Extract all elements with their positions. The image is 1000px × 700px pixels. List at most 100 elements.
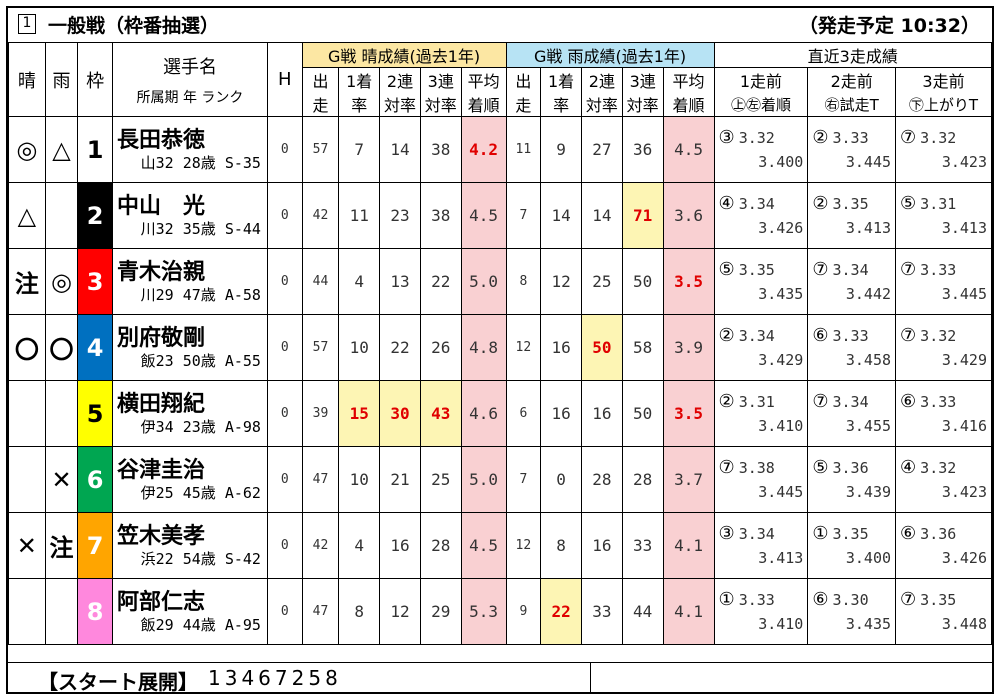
col-waku: 枠 xyxy=(77,42,113,117)
rider-meta: 山32 28歳 S-35 xyxy=(140,153,261,172)
handicap: 0 xyxy=(266,380,303,447)
trial-time: 3.30 xyxy=(832,590,869,609)
rain-stat-2: 28 xyxy=(580,446,623,513)
recent-sub-1: ㊤㊧着順 xyxy=(713,92,809,117)
recent-top: ② 3.35 xyxy=(812,192,891,216)
rider-meta: 飯23 50歳 A-55 xyxy=(140,351,261,370)
finish-position: ⑦ xyxy=(812,258,829,280)
sun-stat-1: 7 xyxy=(338,116,381,183)
recent-race-1: ⑤ 3.35 3.435 xyxy=(713,248,809,315)
recent-top: ⑦ 3.33 xyxy=(900,258,987,282)
sun-stat-2: 13 xyxy=(379,248,421,315)
recent-race-3: ⑤ 3.31 3.413 xyxy=(895,182,992,249)
finish-position: ⑥ xyxy=(900,522,917,544)
trial-time: 3.32 xyxy=(920,128,957,147)
trial-time: 3.33 xyxy=(920,260,957,279)
sun-mark xyxy=(8,380,46,447)
sun-stat-4: 4.5 xyxy=(460,512,507,579)
final-time: 3.429 xyxy=(758,350,804,369)
finish-position: ② xyxy=(718,324,735,346)
final-time: 3.400 xyxy=(758,152,804,171)
sun-mark: ✕ xyxy=(8,512,46,579)
rain-stat-1: 14 xyxy=(540,182,582,249)
rider-name-cell: 阿部仁志 飯29 44歳 A-95 xyxy=(111,578,268,645)
rain-stat-4: 4.1 xyxy=(662,512,715,579)
recent-top: ③ 3.34 xyxy=(719,522,804,546)
rain-mark xyxy=(44,380,79,447)
rain-col-w3a: 3連 xyxy=(621,67,664,92)
rain-stat-1: 8 xyxy=(540,512,582,579)
table-row: ✕ 注 7 笠木美孝 浜22 54歳 S-42 0 42 4 16 28 4.5 12 8 16 33 4.1… xyxy=(8,512,992,579)
finish-position: ⑦ xyxy=(718,456,735,478)
final-time: 3.429 xyxy=(941,350,987,369)
rider-table: 晴 雨 枠 選手名 所属期 年 ランク H G戦 晴成績(過去1年) G戦 雨成… xyxy=(8,42,993,645)
rain-stat-0: 11 xyxy=(505,116,542,183)
rain-mark: 〇 xyxy=(44,314,79,381)
sun-stat-1: 4 xyxy=(338,512,381,579)
recent-race-1: ① 3.33 3.410 xyxy=(713,578,809,645)
trial-time: 3.35 xyxy=(832,524,869,543)
final-time: 3.445 xyxy=(845,152,892,171)
recent-race-3: ⑦ 3.35 3.448 xyxy=(895,578,992,645)
sun-mark xyxy=(8,578,46,645)
rain-mark: ✕ xyxy=(44,446,79,513)
trial-time: 3.35 xyxy=(920,590,957,609)
rain-stat-4: 3.5 xyxy=(662,380,715,447)
final-time: 3.413 xyxy=(845,218,892,237)
sun-col-w1a: 1着 xyxy=(338,67,381,92)
final-time: 3.426 xyxy=(758,218,804,237)
recent-race-1: ② 3.34 3.429 xyxy=(713,314,809,381)
recent-top: ⑥ 3.36 xyxy=(900,522,987,546)
rain-stat-3: 28 xyxy=(621,446,664,513)
rain-stat-2: 50 xyxy=(580,314,623,381)
sun-stat-2: 16 xyxy=(379,512,421,579)
finish-position: ③ xyxy=(718,126,735,148)
rider-meta: 飯29 44歳 A-95 xyxy=(140,615,261,634)
sun-stat-1: 8 xyxy=(338,578,381,645)
sun-stat-3: 22 xyxy=(419,248,462,315)
sun-col-avgb: 着順 xyxy=(460,92,507,117)
waku-number: 1 xyxy=(77,116,113,183)
col-sun: 晴 xyxy=(8,42,46,117)
trial-time: 3.32 xyxy=(920,326,957,345)
sun-stat-0: 44 xyxy=(301,248,340,315)
rider-name-cell: 長田恭徳 山32 28歳 S-35 xyxy=(111,116,268,183)
sun-mark: 注 xyxy=(8,248,46,315)
waku-number: 5 xyxy=(77,380,113,447)
sun-stat-3: 38 xyxy=(419,116,462,183)
recent-race-3: ④ 3.32 3.423 xyxy=(895,446,992,513)
finish-position: ⑦ xyxy=(812,390,829,412)
rider-name-cell: 青木治親 川29 47歳 A-58 xyxy=(111,248,268,315)
rain-stat-0: 9 xyxy=(505,578,542,645)
sun-stat-0: 47 xyxy=(301,578,340,645)
recent-top: ⑤ 3.31 xyxy=(900,192,987,216)
recent-top: ② 3.33 xyxy=(812,126,891,150)
sun-stat-1: 10 xyxy=(338,446,381,513)
recent-race-3: ⑦ 3.32 3.429 xyxy=(895,314,992,381)
rain-stat-2: 25 xyxy=(580,248,623,315)
final-time: 3.435 xyxy=(845,614,892,633)
rain-col-avga: 平均 xyxy=(662,67,715,92)
rain-stat-0: 12 xyxy=(505,512,542,579)
finish-position: ⑦ xyxy=(900,588,917,610)
sun-stat-3: 38 xyxy=(419,182,462,249)
sun-stat-4: 5.0 xyxy=(460,248,507,315)
finish-position: ② xyxy=(812,126,829,148)
table-row: ✕ 6 谷津圭治 伊25 45歳 A-62 0 47 10 21 25 5.0 7 0 28 28 3.7 ⑦… xyxy=(8,446,992,513)
rider-name-cell: 笠木美孝 浜22 54歳 S-42 xyxy=(111,512,268,579)
rain-stat-3: 58 xyxy=(621,314,664,381)
rain-stat-1: 9 xyxy=(540,116,582,183)
sun-col-w3a: 3連 xyxy=(419,67,462,92)
rain-mark: △ xyxy=(44,116,79,183)
race-card: 1 一般戦（枠番抽選） （発走予定 10:32） 晴 雨 枠 選手名 所属期 年… xyxy=(6,6,994,694)
table-row: 〇〇 4 別府敬剛 飯23 50歳 A-55 0 57 10 22 26 4.8 12 16 50 58 3… xyxy=(8,314,992,381)
trial-time: 3.35 xyxy=(738,260,775,279)
recent-top: ⑥ 3.33 xyxy=(900,390,987,414)
sun-mark: 〇 xyxy=(8,314,46,381)
recent-race-2: ① 3.35 3.400 xyxy=(807,512,897,579)
sun-stat-3: 28 xyxy=(419,512,462,579)
final-time: 3.423 xyxy=(941,152,987,171)
handicap: 0 xyxy=(266,182,303,249)
rider-name: 長田恭徳 xyxy=(116,127,205,153)
rider-name: 笠木美孝 xyxy=(116,523,205,549)
